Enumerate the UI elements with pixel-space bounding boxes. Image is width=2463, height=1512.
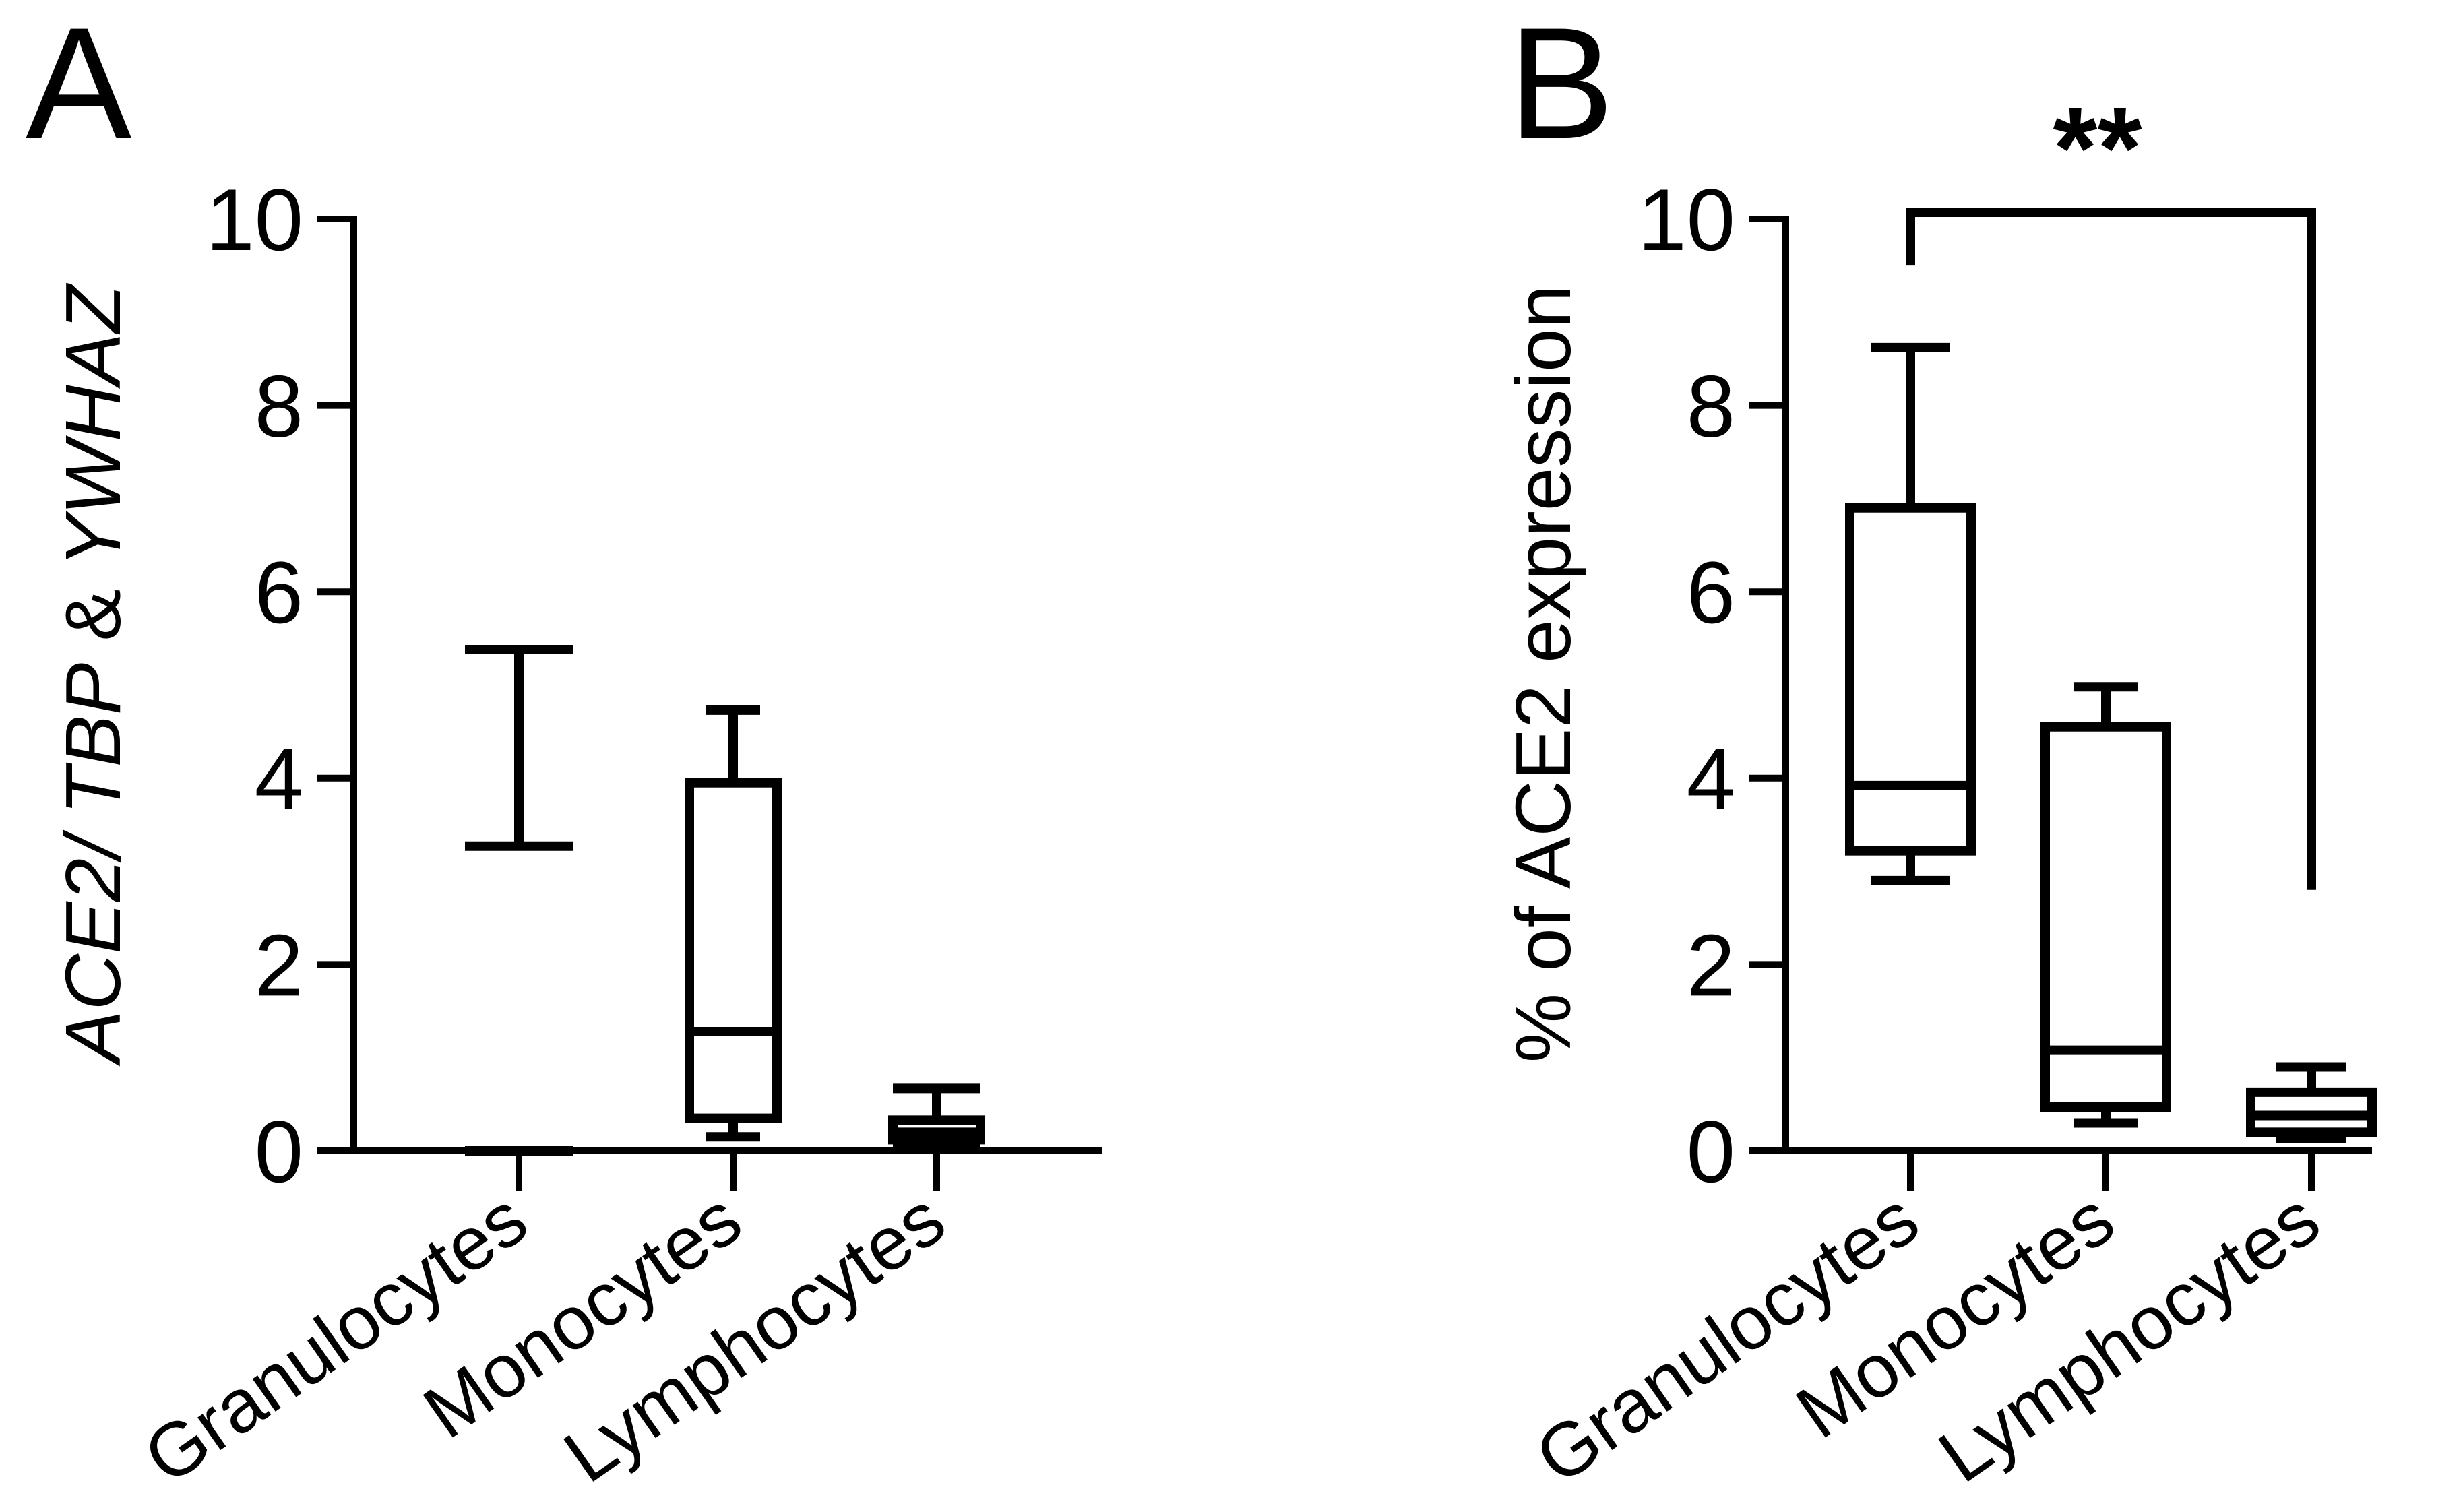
- y-tick-label: 2: [1687, 916, 1735, 1014]
- box-granulocytes: [1845, 342, 1976, 885]
- y-tick-label: 10: [1638, 170, 1735, 269]
- panel-a: A ACE2/ TBP & YWHAZ 0 2 4 6 8 10 Granulocytes…: [26, 0, 1102, 1500]
- y-tick-label: 4: [1687, 730, 1735, 828]
- box-granulocytes: [465, 644, 573, 1156]
- panel-a-boxes: [465, 644, 985, 1156]
- box-monocytes: [2040, 682, 2171, 1128]
- panel-b: B % of ACE2 expression 0 2 4 6 8 10 Granulocy…: [1499, 0, 2377, 1500]
- y-tick-label: 0: [255, 1102, 303, 1201]
- y-tick-label: 4: [255, 730, 303, 828]
- y-tick-label: 8: [255, 357, 303, 455]
- significance-bracket: [1906, 208, 2316, 890]
- significance-label: **: [2053, 84, 2142, 212]
- y-tick-label: 8: [1687, 357, 1735, 455]
- y-tick-label: 6: [1687, 543, 1735, 641]
- y-tick-label: 2: [255, 916, 303, 1014]
- iqr-box: [685, 778, 782, 1123]
- panel-b-boxes: [1845, 342, 2377, 1144]
- panel-a-y-ticks: 0 2 4 6 8 10: [206, 170, 354, 1201]
- iqr-box: [1845, 503, 1976, 856]
- y-tick-label: 6: [255, 543, 303, 641]
- panel-b-y-ticks: 0 2 4 6 8 10: [1638, 170, 1786, 1201]
- iqr-box: [2040, 722, 2171, 1112]
- box-lymphocytes: [2246, 1062, 2377, 1144]
- panel-b-ylabel: % of ACE2 expression: [1499, 285, 1587, 1063]
- box-lymphocytes: [888, 1083, 985, 1148]
- panel-a-ylabel: ACE2/ TBP & YWHAZ: [49, 282, 137, 1067]
- panel-b-label: B: [1508, 0, 1614, 172]
- panel-a-label: A: [26, 0, 131, 172]
- y-tick-label: 0: [1687, 1102, 1735, 1201]
- box-monocytes: [685, 705, 782, 1142]
- y-tick-label: 10: [206, 170, 303, 269]
